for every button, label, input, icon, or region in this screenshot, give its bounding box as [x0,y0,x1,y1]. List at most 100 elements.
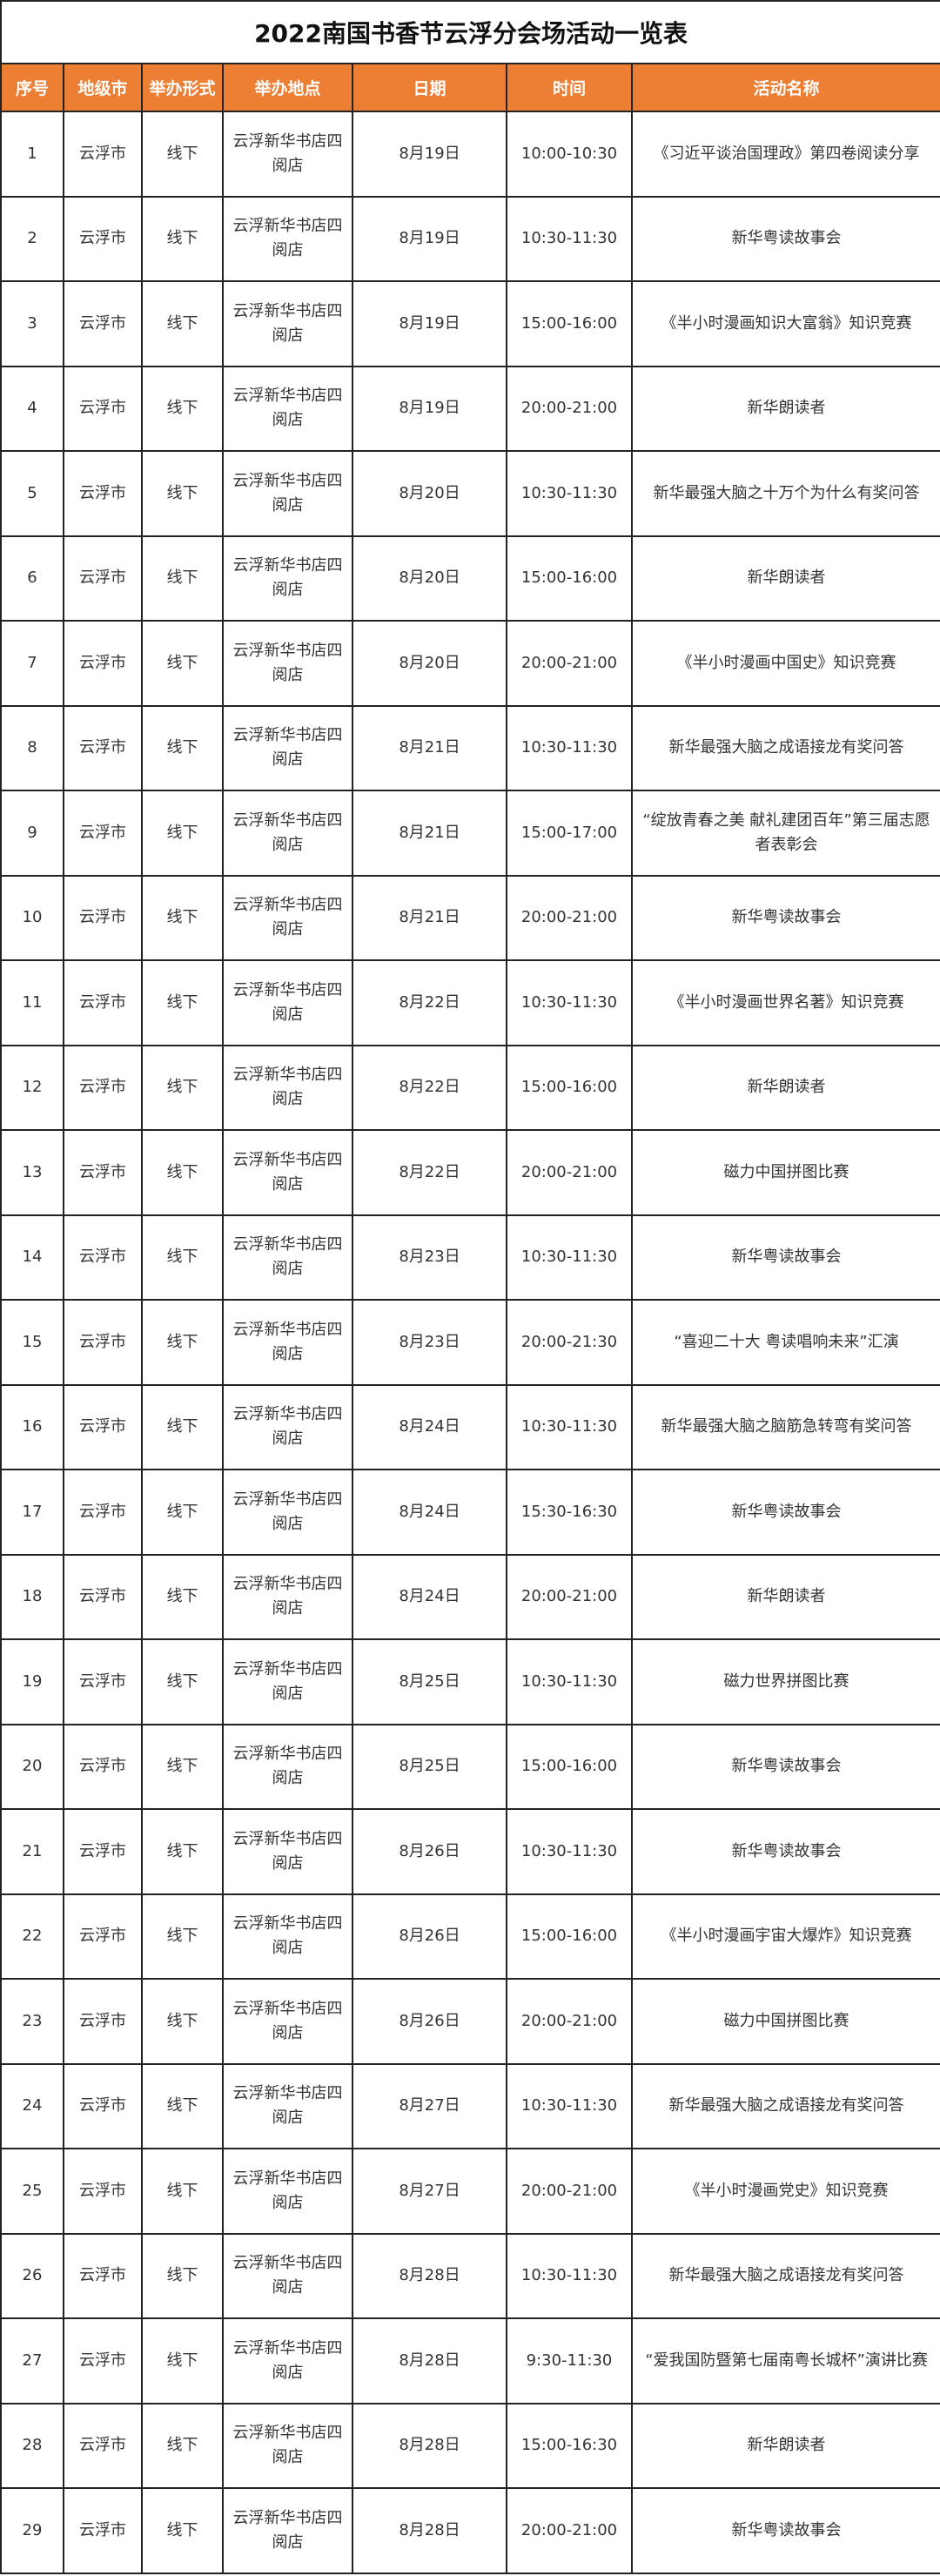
cell-city: 云浮市 [63,535,143,622]
table-row: 24 云浮市 线下 云浮新华书店四阅店 8月27日 10:30-11:30 新华最强大脑之成… [0,2062,940,2149]
cell-date: 8月19日 [352,280,507,367]
cell-time: 20:00-21:00 [506,365,633,452]
cell-format: 线下 [141,1808,224,1895]
cell-activity: 新华朗读者 [630,1553,940,1640]
cell-format: 线下 [141,2402,224,2489]
cell-format: 线下 [141,959,224,1046]
header-col-index: 序号 [0,63,64,112]
cell-city: 云浮市 [63,1214,143,1301]
cell-time: 10:30-11:30 [506,1383,633,1470]
table-body: 1 云浮市 线下 云浮新华书店四阅店 8月19日 10:00-10:30 《习近平谈治国理政… [0,111,940,2574]
cell-date: 8月24日 [352,1553,507,1640]
cell-time: 10:30-11:30 [506,2232,633,2319]
cell-time: 9:30-11:30 [506,2317,633,2404]
table-row: 1 云浮市 线下 云浮新华书店四阅店 8月19日 10:00-10:30 《习近平谈治国理政… [0,111,940,198]
cell-venue: 云浮新华书店四阅店 [222,2232,353,2319]
table-row: 4 云浮市 线下 云浮新华书店四阅店 8月19日 20:00-21:00 新华朗读者 [0,365,940,452]
cell-city: 云浮市 [63,2317,143,2404]
cell-date: 8月27日 [352,2148,507,2235]
cell-city: 云浮市 [63,620,143,707]
cell-city: 云浮市 [63,704,143,791]
cell-index: 2 [0,195,64,282]
cell-time: 15:00-16:00 [506,280,633,367]
table-row: 11 云浮市 线下 云浮新华书店四阅店 8月22日 10:30-11:30 《半小时漫画世界… [0,959,940,1046]
cell-venue: 云浮新华书店四阅店 [222,195,353,282]
cell-venue: 云浮新华书店四阅店 [222,1214,353,1301]
cell-format: 线下 [141,1383,224,1470]
cell-activity: 新华朗读者 [630,535,940,622]
cell-date: 8月25日 [352,1723,507,1810]
cell-time: 20:00-21:00 [506,620,633,707]
cell-venue: 云浮新华书店四阅店 [222,1723,353,1810]
cell-city: 云浮市 [63,1893,143,1980]
cell-index: 11 [0,959,64,1046]
table-row: 14 云浮市 线下 云浮新华书店四阅店 8月23日 10:30-11:30 新华粤读故事会 [0,1214,940,1301]
cell-date: 8月24日 [352,1383,507,1470]
header-col-date: 日期 [352,63,507,112]
table-row: 5 云浮市 线下 云浮新华书店四阅店 8月20日 10:30-11:30 新华最强大脑之十万… [0,450,940,537]
cell-date: 8月23日 [352,1214,507,1301]
cell-date: 8月22日 [352,959,507,1046]
cell-format: 线下 [141,874,224,961]
cell-date: 8月28日 [352,2317,507,2404]
cell-format: 线下 [141,1044,224,1131]
cell-time: 10:30-11:30 [506,704,633,791]
cell-format: 线下 [141,535,224,622]
table-row: 21 云浮市 线下 云浮新华书店四阅店 8月26日 10:30-11:30 新华粤读故事会 [0,1808,940,1895]
cell-index: 6 [0,535,64,622]
header-col-activity: 活动名称 [630,63,940,112]
cell-city: 云浮市 [63,2148,143,2235]
cell-format: 线下 [141,195,224,282]
cell-index: 7 [0,620,64,707]
cell-date: 8月23日 [352,1299,507,1386]
header-col-time: 时间 [506,63,633,112]
cell-venue: 云浮新华书店四阅店 [222,365,353,452]
cell-index: 10 [0,874,64,961]
table-row: 2 云浮市 线下 云浮新华书店四阅店 8月19日 10:30-11:30 新华粤读故事会 [0,195,940,282]
cell-venue: 云浮新华书店四阅店 [222,704,353,791]
cell-activity: 《半小时漫画世界名著》知识竞赛 [630,959,940,1046]
cell-city: 云浮市 [63,1553,143,1640]
cell-date: 8月20日 [352,620,507,707]
cell-venue: 云浮新华书店四阅店 [222,1553,353,1640]
cell-date: 8月19日 [352,195,507,282]
table-row: 23 云浮市 线下 云浮新华书店四阅店 8月26日 20:00-21:00 磁力中国拼图比赛 [0,1978,940,2065]
cell-index: 20 [0,1723,64,1810]
cell-venue: 云浮新华书店四阅店 [222,111,353,198]
cell-time: 20:00-21:00 [506,2487,633,2574]
cell-activity: 新华粤读故事会 [630,1214,940,1301]
cell-activity: 新华最强大脑之十万个为什么有奖问答 [630,450,940,537]
table-row: 20 云浮市 线下 云浮新华书店四阅店 8月25日 15:00-16:00 新华粤读故事会 [0,1723,940,1810]
cell-city: 云浮市 [63,1978,143,2065]
cell-activity: “绽放青春之美 献礼建团百年”第三届志愿者表彰会 [630,790,940,877]
cell-venue: 云浮新华书店四阅店 [222,2062,353,2149]
cell-format: 线下 [141,1469,224,1556]
cell-date: 8月20日 [352,450,507,537]
cell-index: 12 [0,1044,64,1131]
cell-activity: “喜迎二十大 粤读唱响未来”汇演 [630,1299,940,1386]
cell-city: 云浮市 [63,195,143,282]
cell-activity: 《习近平谈治国理政》第四卷阅读分享 [630,111,940,198]
cell-index: 13 [0,1129,64,1216]
table-row: 22 云浮市 线下 云浮新华书店四阅店 8月26日 15:00-16:00 《半小时漫画宇宙… [0,1893,940,1980]
cell-format: 线下 [141,1978,224,2065]
cell-venue: 云浮新华书店四阅店 [222,280,353,367]
table-row: 12 云浮市 线下 云浮新华书店四阅店 8月22日 15:00-16:00 新华朗读者 [0,1044,940,1131]
cell-time: 20:00-21:00 [506,1129,633,1216]
cell-city: 云浮市 [63,1299,143,1386]
table-row: 13 云浮市 线下 云浮新华书店四阅店 8月22日 20:00-21:00 磁力中国拼图比赛 [0,1129,940,1216]
cell-index: 4 [0,365,64,452]
cell-index: 17 [0,1469,64,1556]
cell-city: 云浮市 [63,280,143,367]
cell-index: 25 [0,2148,64,2235]
table-row: 18 云浮市 线下 云浮新华书店四阅店 8月24日 20:00-21:00 新华朗读者 [0,1553,940,1640]
cell-format: 线下 [141,280,224,367]
cell-activity: 磁力中国拼图比赛 [630,1978,940,2065]
cell-format: 线下 [141,1893,224,1980]
cell-format: 线下 [141,1723,224,1810]
cell-venue: 云浮新华书店四阅店 [222,1469,353,1556]
cell-city: 云浮市 [63,790,143,877]
table-row: 3 云浮市 线下 云浮新华书店四阅店 8月19日 15:00-16:00 《半小时漫画知识大… [0,280,940,367]
cell-venue: 云浮新华书店四阅店 [222,2148,353,2235]
cell-time: 15:00-17:00 [506,790,633,877]
